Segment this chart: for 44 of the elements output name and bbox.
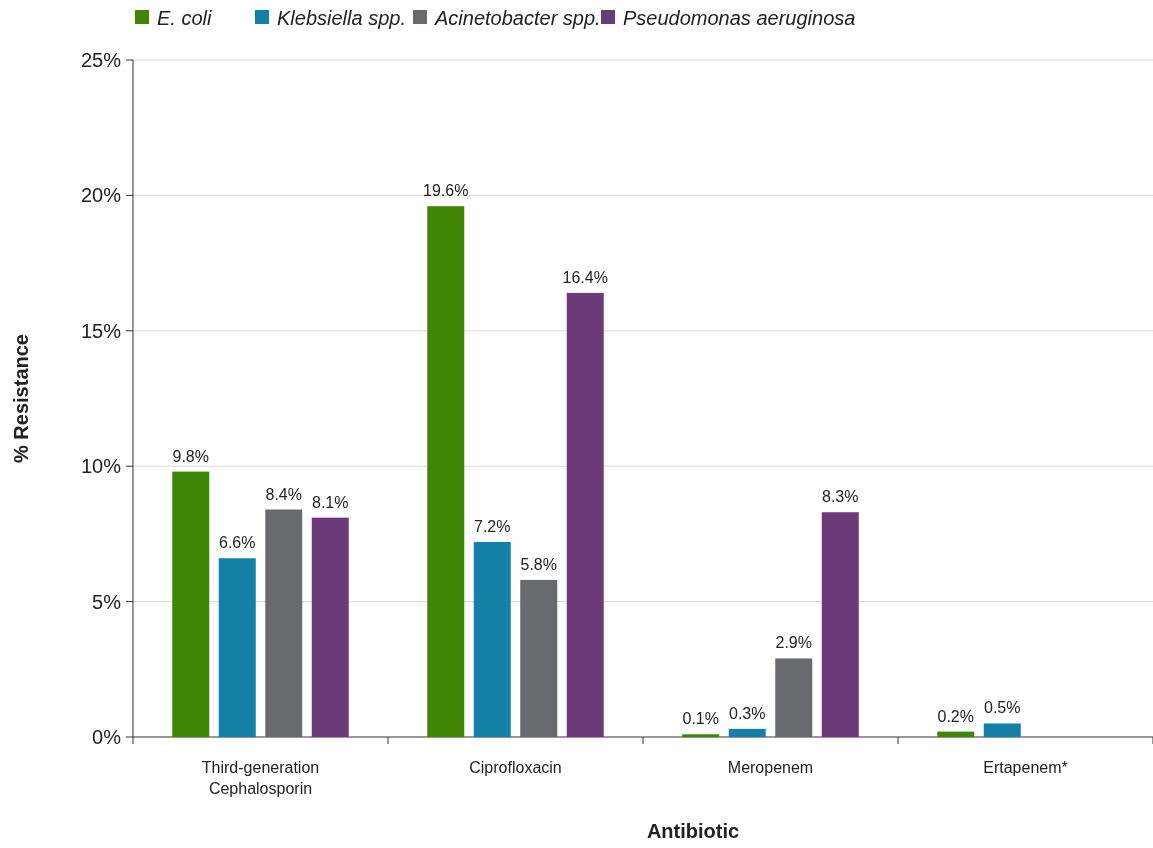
y-tick-label: 0%	[92, 726, 122, 748]
y-tick-label: 5%	[92, 590, 122, 613]
bar	[473, 542, 511, 737]
data-label: 0.3%	[729, 704, 766, 722]
x-tick-label: Meropenem	[727, 759, 814, 776]
bar	[821, 512, 859, 737]
data-label: 8.3%	[822, 488, 859, 506]
bar	[172, 471, 210, 737]
x-tick-label: Ciprofloxacin	[469, 759, 562, 776]
bar	[983, 723, 1021, 737]
bar	[265, 509, 303, 737]
data-label: 0.5%	[984, 699, 1021, 717]
legend-label: Klebsiella spp.	[277, 7, 406, 29]
bar	[311, 517, 349, 737]
bar	[566, 292, 604, 737]
data-label: 7.2%	[474, 518, 511, 536]
x-tick-label: Ertapenem*	[983, 759, 1068, 776]
bar	[728, 728, 766, 737]
y-tick-label: 15%	[80, 319, 122, 342]
bar	[427, 206, 465, 737]
data-label: 8.4%	[265, 485, 302, 503]
y-tick-label: 20%	[80, 184, 122, 207]
data-label: 19.6%	[423, 182, 469, 200]
bar	[218, 558, 256, 737]
y-tick-label: 10%	[80, 455, 122, 478]
data-label: 9.8%	[172, 447, 209, 465]
bar	[937, 731, 975, 737]
data-label: 6.6%	[219, 534, 256, 552]
data-label: 2.9%	[775, 634, 812, 652]
data-label: 8.1%	[312, 493, 349, 511]
y-axis-title: % Resistance	[10, 334, 32, 463]
data-label: 0.2%	[937, 707, 974, 725]
y-tick-label: 25%	[80, 49, 122, 71]
x-axis-title: Antibiotic	[646, 820, 740, 842]
bar	[520, 579, 558, 737]
legend-label: Pseudomonas aeruginosa	[623, 7, 856, 29]
data-label: 16.4%	[562, 268, 608, 286]
data-label: 5.8%	[520, 555, 557, 573]
bar	[682, 734, 720, 737]
x-tick-label: Third-generation Cephalosporin	[201, 759, 320, 797]
data-label: 0.1%	[682, 710, 719, 728]
bar	[775, 658, 813, 737]
legend-label: E. coli	[157, 7, 213, 29]
legend-label: Acinetobacter spp.	[434, 7, 601, 29]
